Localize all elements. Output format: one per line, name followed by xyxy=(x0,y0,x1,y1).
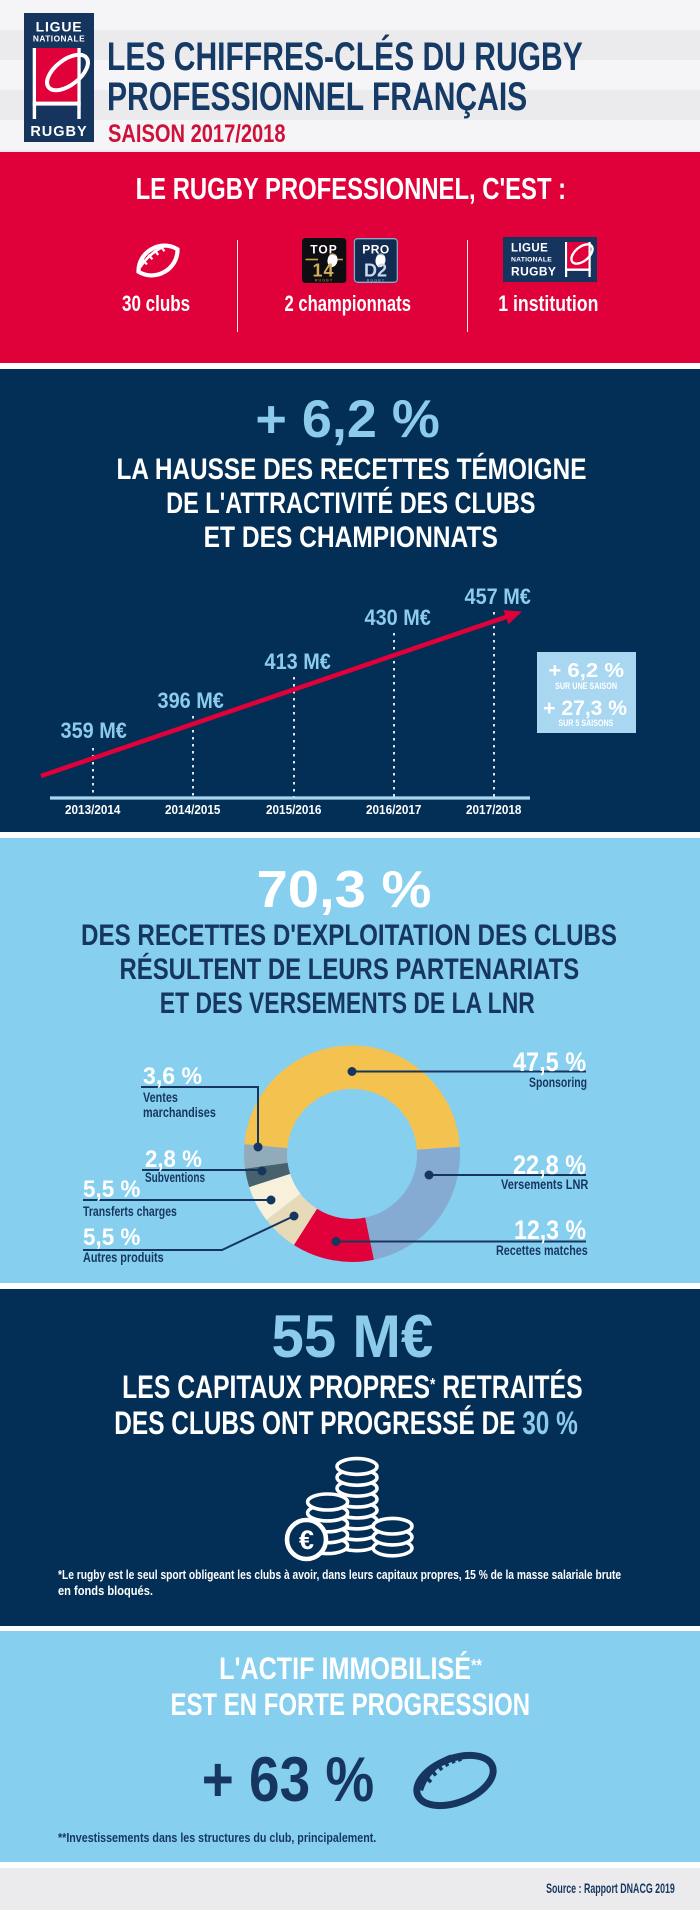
svg-text:14: 14 xyxy=(312,261,334,281)
svg-text:RUGBY: RUGBY xyxy=(30,124,87,140)
svg-text:LIGUE: LIGUE xyxy=(511,243,548,255)
svg-text:PRO: PRO xyxy=(362,243,390,257)
svg-text:NATIONALE: NATIONALE xyxy=(511,257,552,264)
svg-text:LIGUE: LIGUE xyxy=(36,18,83,34)
svg-text:NATIONALE: NATIONALE xyxy=(33,34,85,44)
svg-text:€: € xyxy=(299,1525,314,1555)
svg-text:RUGBY: RUGBY xyxy=(367,279,386,283)
svg-text:D2: D2 xyxy=(364,261,387,281)
svg-text:RUGBY: RUGBY xyxy=(511,265,556,279)
svg-text:TOP: TOP xyxy=(310,243,337,257)
svg-text:RUGBY: RUGBY xyxy=(315,279,334,283)
